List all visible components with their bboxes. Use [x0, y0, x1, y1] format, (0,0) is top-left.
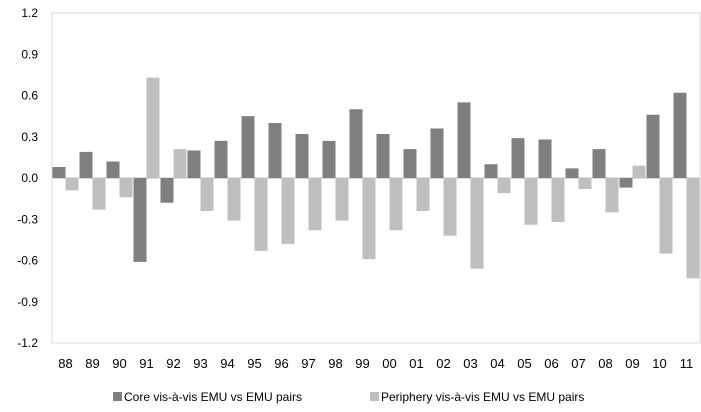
- legend-swatch-periphery: [370, 392, 379, 401]
- periphery-bar-94: [227, 178, 241, 221]
- bars: [52, 77, 700, 279]
- x-tick-label: 03: [463, 356, 477, 371]
- x-tick-label: 91: [139, 356, 153, 371]
- y-tick-label: -0.3: [17, 212, 38, 226]
- periphery-bar-08: [605, 178, 619, 213]
- x-tick-label: 94: [220, 356, 234, 371]
- y-tick-label: 1.2: [21, 6, 38, 20]
- core-bar-06: [538, 139, 552, 178]
- core-bar-88: [52, 167, 66, 178]
- periphery-bar-97: [308, 178, 322, 231]
- x-tick-label: 11: [680, 356, 694, 371]
- y-tick-label: 0.9: [21, 47, 38, 61]
- core-bar-08: [592, 149, 606, 178]
- legend-label-periphery: Periphery vis-à-vis EMU vs EMU pairs: [381, 390, 584, 404]
- core-bar-01: [403, 149, 417, 178]
- core-bar-91: [133, 178, 147, 262]
- periphery-bar-04: [497, 178, 511, 194]
- x-axis: 88 89 90 91 92 93 94 95 96 97 98 99 00 01 02 03 04 05 06 07…: [52, 177, 700, 371]
- x-tick-label: 01: [409, 356, 423, 371]
- core-bar-99: [349, 109, 363, 178]
- y-tick-label: -1.2: [17, 336, 38, 350]
- core-bar-05: [511, 138, 525, 178]
- x-tick-label: 00: [382, 356, 396, 371]
- periphery-bar-09: [632, 165, 646, 178]
- x-tick-label: 95: [247, 356, 261, 371]
- periphery-bar-10: [659, 178, 673, 254]
- x-tick-label: 98: [328, 356, 342, 371]
- core-bar-98: [322, 140, 336, 178]
- x-tick-label: 92: [166, 356, 180, 371]
- x-tick-label: 07: [571, 356, 585, 371]
- periphery-bar-06: [551, 178, 565, 222]
- y-tick-label: 0.0: [21, 171, 38, 185]
- core-bar-09: [619, 178, 633, 188]
- x-tick-label: 05: [517, 356, 531, 371]
- x-tick-label: 97: [301, 356, 315, 371]
- x-tick-label: 09: [625, 356, 639, 371]
- x-tick-label: 02: [436, 356, 450, 371]
- core-bar-04: [484, 164, 498, 178]
- core-bar-10: [646, 114, 660, 178]
- core-bar-11: [673, 92, 687, 178]
- core-bar-00: [376, 134, 390, 178]
- periphery-bar-89: [92, 178, 106, 210]
- x-tick-label: 96: [274, 356, 288, 371]
- x-tick-label: 90: [112, 356, 126, 371]
- x-tick-label: 04: [490, 356, 504, 371]
- periphery-bar-11: [686, 178, 700, 279]
- core-bar-94: [214, 140, 228, 178]
- y-tick-label: -0.6: [17, 254, 38, 268]
- x-tick-label: 99: [355, 356, 369, 371]
- legend: Core vis-à-vis EMU vs EMU pairs Peripher…: [113, 390, 584, 404]
- periphery-bar-01: [416, 178, 430, 211]
- periphery-bar-05: [524, 178, 538, 225]
- periphery-bar-00: [389, 178, 403, 231]
- core-bar-96: [268, 123, 282, 178]
- core-bar-07: [565, 168, 579, 178]
- core-bar-02: [430, 128, 444, 178]
- periphery-bar-07: [578, 178, 592, 189]
- x-tick-label: 06: [544, 356, 558, 371]
- periphery-bar-96: [281, 178, 295, 244]
- core-bar-90: [106, 161, 120, 178]
- periphery-bar-95: [254, 178, 268, 251]
- y-axis: 1.2 0.9 0.6 0.3 0.0 -0.3 -0.6 -0.9 -1.2: [17, 6, 38, 350]
- y-tick-label: 0.3: [21, 130, 38, 144]
- core-bar-03: [457, 102, 471, 178]
- core-bar-89: [79, 151, 93, 178]
- periphery-bar-93: [200, 178, 214, 211]
- y-tick-label: 0.6: [21, 89, 38, 103]
- periphery-bar-92: [173, 149, 187, 178]
- y-tick-label: -0.9: [17, 295, 38, 309]
- core-bar-92: [160, 178, 174, 203]
- core-bar-95: [241, 116, 255, 178]
- legend-label-core: Core vis-à-vis EMU vs EMU pairs: [124, 390, 302, 404]
- x-tick-label: 10: [652, 356, 666, 371]
- periphery-bar-88: [65, 178, 79, 191]
- periphery-bar-02: [443, 178, 457, 236]
- periphery-bar-98: [335, 178, 349, 221]
- x-tick-label: 08: [598, 356, 612, 371]
- periphery-bar-90: [119, 178, 133, 198]
- core-bar-93: [187, 150, 201, 178]
- x-tick-label: 93: [193, 356, 207, 371]
- periphery-bar-03: [470, 178, 484, 269]
- core-bar-97: [295, 134, 309, 178]
- x-tick-label: 88: [58, 356, 72, 371]
- x-tick-label: 89: [85, 356, 99, 371]
- periphery-bar-99: [362, 178, 376, 260]
- legend-swatch-core: [113, 392, 122, 401]
- periphery-bar-91: [146, 77, 160, 178]
